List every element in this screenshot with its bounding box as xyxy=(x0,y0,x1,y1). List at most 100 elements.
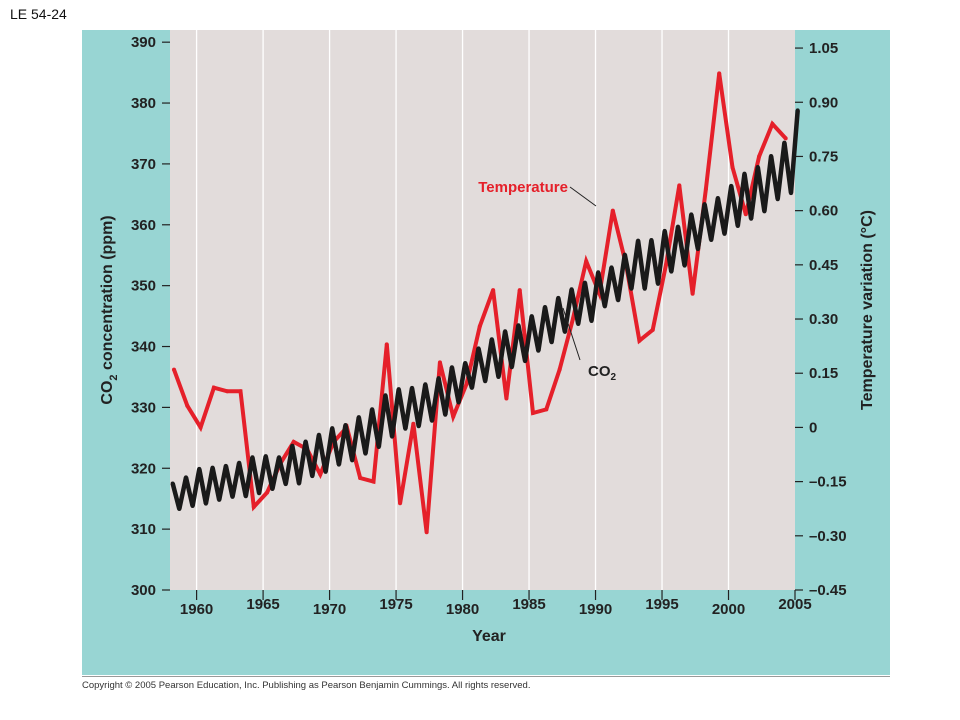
co2-point-30 xyxy=(370,407,375,412)
temperature-point-27 xyxy=(531,410,536,415)
co2-label: CO2 xyxy=(588,363,617,383)
co2-point-16 xyxy=(277,455,282,460)
temperature-point-0 xyxy=(171,367,176,372)
co2-point-63 xyxy=(589,318,594,323)
co2-point-28 xyxy=(356,415,361,420)
co2-point-4 xyxy=(197,466,202,471)
co2-point-55 xyxy=(536,348,541,353)
co2-point-74 xyxy=(662,228,667,233)
left-axis-title-sub: 2 xyxy=(108,374,120,380)
x-tick-label-1990: 1990 xyxy=(579,601,612,618)
co2-point-33 xyxy=(390,434,395,439)
co2-point-51 xyxy=(509,365,514,370)
right-tick-label-–0.15: –0.15 xyxy=(809,474,847,491)
temperature-label: Temperature xyxy=(478,179,568,196)
co2-point-21 xyxy=(310,474,315,479)
temperature-point-18 xyxy=(411,421,416,426)
co2-point-79 xyxy=(695,247,700,252)
left-axis-title-rest: concentration (ppm) xyxy=(99,215,116,374)
temperature-point-39 xyxy=(690,291,695,296)
co2-point-84 xyxy=(729,183,734,188)
co2-label-sub: 2 xyxy=(611,372,617,383)
co2-point-57 xyxy=(549,340,554,345)
right-tick-label-0.45: 0.45 xyxy=(809,257,838,274)
co2-point-31 xyxy=(376,444,381,449)
co2-point-64 xyxy=(596,270,601,275)
co2-point-23 xyxy=(323,469,328,474)
right-tick-label-0.30: 0.30 xyxy=(809,311,838,328)
left-tick-label-390: 390 xyxy=(131,34,156,51)
co2-point-37 xyxy=(416,424,421,429)
co2-point-18 xyxy=(290,443,295,448)
co2-point-8 xyxy=(223,463,228,468)
temperature-point-42 xyxy=(730,165,735,170)
temperature-point-36 xyxy=(650,327,655,332)
temperature-point-7 xyxy=(265,490,270,495)
co2-point-27 xyxy=(350,458,355,463)
co2-point-72 xyxy=(649,238,654,242)
co2-point-26 xyxy=(343,423,348,428)
right-tick-label-0.15: 0.15 xyxy=(809,365,838,382)
temperature-point-1 xyxy=(185,403,190,408)
temperature-point-25 xyxy=(504,396,509,401)
temperature-point-15 xyxy=(371,479,376,484)
temperature-point-29 xyxy=(557,367,562,372)
x-tick-label-1965: 1965 xyxy=(246,596,279,613)
co2-point-47 xyxy=(483,379,488,384)
temperature-point-3 xyxy=(211,385,216,390)
co2-point-40 xyxy=(436,376,441,381)
temperature-point-31 xyxy=(584,259,589,264)
temperature-point-2 xyxy=(198,425,203,430)
co2-point-59 xyxy=(562,329,567,334)
temperature-leader-line xyxy=(569,186,597,207)
x-tick-label-1995: 1995 xyxy=(645,596,678,613)
co2-point-67 xyxy=(616,298,621,303)
co2-point-29 xyxy=(363,451,368,456)
left-tick-label-370: 370 xyxy=(131,156,156,173)
co2-point-39 xyxy=(429,418,434,423)
right-tick-label-–0.45: –0.45 xyxy=(809,582,847,599)
co2-point-34 xyxy=(396,387,401,392)
temperature-point-41 xyxy=(717,71,722,76)
temperature-point-6 xyxy=(251,504,256,509)
temperature-point-46 xyxy=(783,136,788,141)
temperature-point-5 xyxy=(238,389,243,394)
left-axis: 300 310 320 330 340 350 360 370 380 390 xyxy=(131,34,170,599)
co2-point-76 xyxy=(675,224,680,229)
co2-point-24 xyxy=(330,426,335,431)
co2-point-42 xyxy=(449,365,454,370)
x-tick-label-1975: 1975 xyxy=(379,596,412,613)
co2-point-15 xyxy=(270,486,275,491)
left-tick-label-380: 380 xyxy=(131,95,156,112)
co2-point-85 xyxy=(735,224,740,228)
x-axis: 1960 1965 1970 1975 1980 1985 1990 1995 2000 2005 xyxy=(180,590,812,618)
co2-point-44 xyxy=(463,360,468,365)
co2-point-48 xyxy=(489,337,494,342)
temperature-point-30 xyxy=(570,317,575,322)
temperature-point-44 xyxy=(757,154,762,159)
temperature-point-45 xyxy=(770,121,775,126)
co2-point-66 xyxy=(609,265,614,270)
temperature-point-40 xyxy=(703,186,708,191)
temperature-point-28 xyxy=(544,407,549,412)
co2-point-60 xyxy=(569,287,574,292)
co2-point-73 xyxy=(656,281,661,286)
x-tick-label-1980: 1980 xyxy=(446,601,479,618)
right-tick-label-0.90: 0.90 xyxy=(809,94,838,111)
co2-point-49 xyxy=(496,374,501,379)
left-axis-title-co: CO xyxy=(99,381,116,405)
footer-divider xyxy=(82,676,890,677)
figure-label: LE 54-24 xyxy=(10,6,67,22)
right-axis-title: Temperature variation (°C) xyxy=(859,210,876,410)
co2-point-58 xyxy=(556,295,561,300)
left-tick-label-360: 360 xyxy=(131,217,156,234)
co2-point-90 xyxy=(769,154,774,158)
co2-point-2 xyxy=(183,475,188,480)
co2-point-69 xyxy=(629,286,634,291)
co2-point-41 xyxy=(443,412,448,417)
x-tick-label-1970: 1970 xyxy=(313,601,346,618)
x-tick-label-1960: 1960 xyxy=(180,601,213,618)
left-tick-label-300: 300 xyxy=(131,582,156,599)
co2-point-92 xyxy=(782,140,787,145)
